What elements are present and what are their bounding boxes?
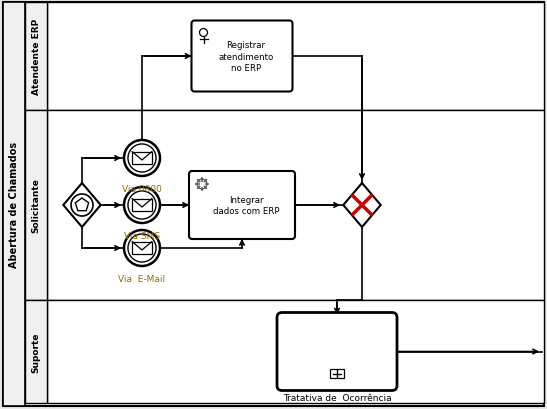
Polygon shape bbox=[344, 184, 381, 227]
Bar bbox=[47, 111, 544, 300]
Text: Registrar
atendimento
no ERP: Registrar atendimento no ERP bbox=[218, 40, 274, 73]
Circle shape bbox=[124, 188, 160, 223]
Bar bbox=[25, 3, 47, 111]
Bar bbox=[132, 242, 152, 255]
Bar bbox=[25, 300, 47, 403]
Text: Tratativa de  Ocorrência: Tratativa de Ocorrência bbox=[283, 393, 391, 402]
Circle shape bbox=[124, 230, 160, 266]
Bar bbox=[3, 3, 25, 406]
Text: Integrar
dados com ERP: Integrar dados com ERP bbox=[213, 195, 280, 216]
Bar bbox=[330, 369, 344, 378]
FancyBboxPatch shape bbox=[191, 21, 293, 92]
Polygon shape bbox=[63, 184, 101, 227]
Circle shape bbox=[124, 141, 160, 177]
Text: Via SMS: Via SMS bbox=[124, 231, 160, 240]
Text: Via 0800: Via 0800 bbox=[122, 184, 162, 193]
Text: Via  E-Mail: Via E-Mail bbox=[119, 274, 166, 283]
Text: Solicitante: Solicitante bbox=[32, 178, 40, 233]
Bar bbox=[47, 3, 544, 111]
Bar bbox=[25, 111, 47, 300]
Text: Suporte: Suporte bbox=[32, 331, 40, 372]
Bar bbox=[132, 199, 152, 212]
FancyBboxPatch shape bbox=[277, 313, 397, 391]
Text: Atendente ERP: Atendente ERP bbox=[32, 19, 40, 95]
FancyBboxPatch shape bbox=[189, 172, 295, 239]
Bar bbox=[132, 152, 152, 165]
Text: Abertura de Chamados: Abertura de Chamados bbox=[9, 142, 19, 267]
Bar bbox=[47, 300, 544, 403]
